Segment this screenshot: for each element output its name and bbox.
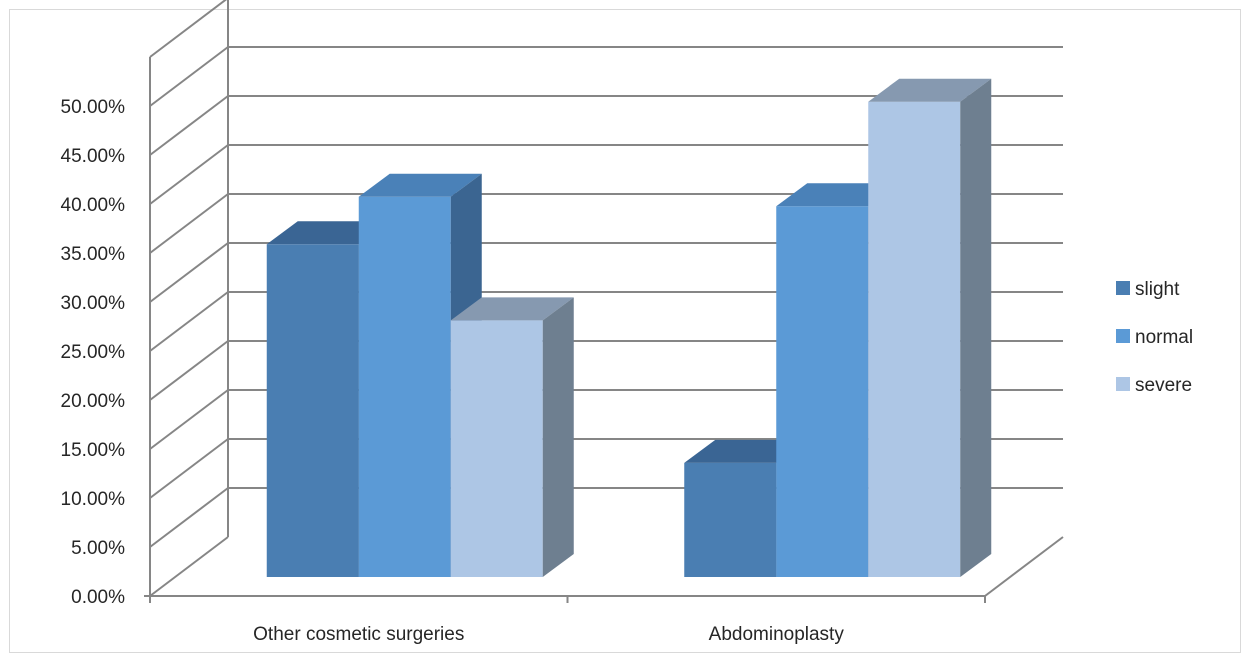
x-category-label: Other cosmetic surgeries — [253, 624, 464, 645]
bar-top — [450, 297, 574, 321]
bar-side — [960, 78, 992, 577]
bar-front — [266, 244, 359, 578]
gridline-side — [149, 95, 229, 156]
y-tick-label: 45.00% — [61, 146, 126, 167]
y-tick-label: 50.00% — [61, 97, 126, 118]
y-tick-label: 20.00% — [61, 391, 126, 412]
legend: slight normal severe — [1116, 279, 1193, 396]
y-tick-label: 0.00% — [71, 587, 125, 608]
gridline-side — [149, 144, 229, 205]
bar-front — [450, 320, 543, 577]
y-axis-tick-labels: 0.00% 5.00% 10.00% 15.00% 20.00% 25.00% 30.00%… — [61, 97, 126, 608]
x-axis-category-labels: Other cosmetic surgeries Abdominoplasty — [253, 624, 844, 645]
gridline-side — [149, 242, 229, 303]
y-tick-label: 30.00% — [61, 293, 126, 314]
x-category-label: Abdominoplasty — [709, 624, 845, 645]
bars — [266, 78, 992, 578]
y-tick-label: 15.00% — [61, 440, 126, 461]
legend-label: normal — [1135, 327, 1193, 348]
y-tick-label: 5.00% — [71, 538, 125, 559]
gridline-side — [149, 340, 229, 401]
gridline-side — [149, 536, 229, 597]
gridline-side — [149, 193, 229, 254]
legend-swatch — [1116, 377, 1130, 391]
y-tick-label: 40.00% — [61, 195, 126, 216]
gridline-side — [149, 291, 229, 352]
y-tick-label: 10.00% — [61, 489, 126, 510]
legend-item: normal — [1116, 327, 1193, 348]
bar-side — [542, 297, 574, 577]
bar — [868, 78, 992, 577]
legend-label: severe — [1135, 375, 1192, 396]
legend-label: slight — [1135, 279, 1180, 300]
legend-item: severe — [1116, 375, 1192, 396]
bar-front — [684, 462, 777, 577]
bar-front — [358, 196, 451, 577]
bar-top — [868, 78, 992, 102]
y-tick-label: 25.00% — [61, 342, 126, 363]
gridline-side — [149, 487, 229, 548]
gridline-side — [149, 389, 229, 450]
bar-top — [358, 173, 482, 197]
gridline-side-top — [149, 0, 228, 58]
gridline-side — [149, 46, 229, 107]
y-tick-label: 35.00% — [61, 244, 126, 265]
bar — [450, 297, 574, 577]
bar-front — [868, 101, 961, 577]
floor-edge — [984, 536, 1064, 597]
bar-front — [776, 206, 869, 578]
axes — [144, 57, 986, 603]
legend-swatch — [1116, 281, 1130, 295]
legend-swatch — [1116, 329, 1130, 343]
chart-frame — [9, 9, 1241, 653]
legend-item: slight — [1116, 279, 1180, 300]
gridline-side — [149, 438, 229, 499]
